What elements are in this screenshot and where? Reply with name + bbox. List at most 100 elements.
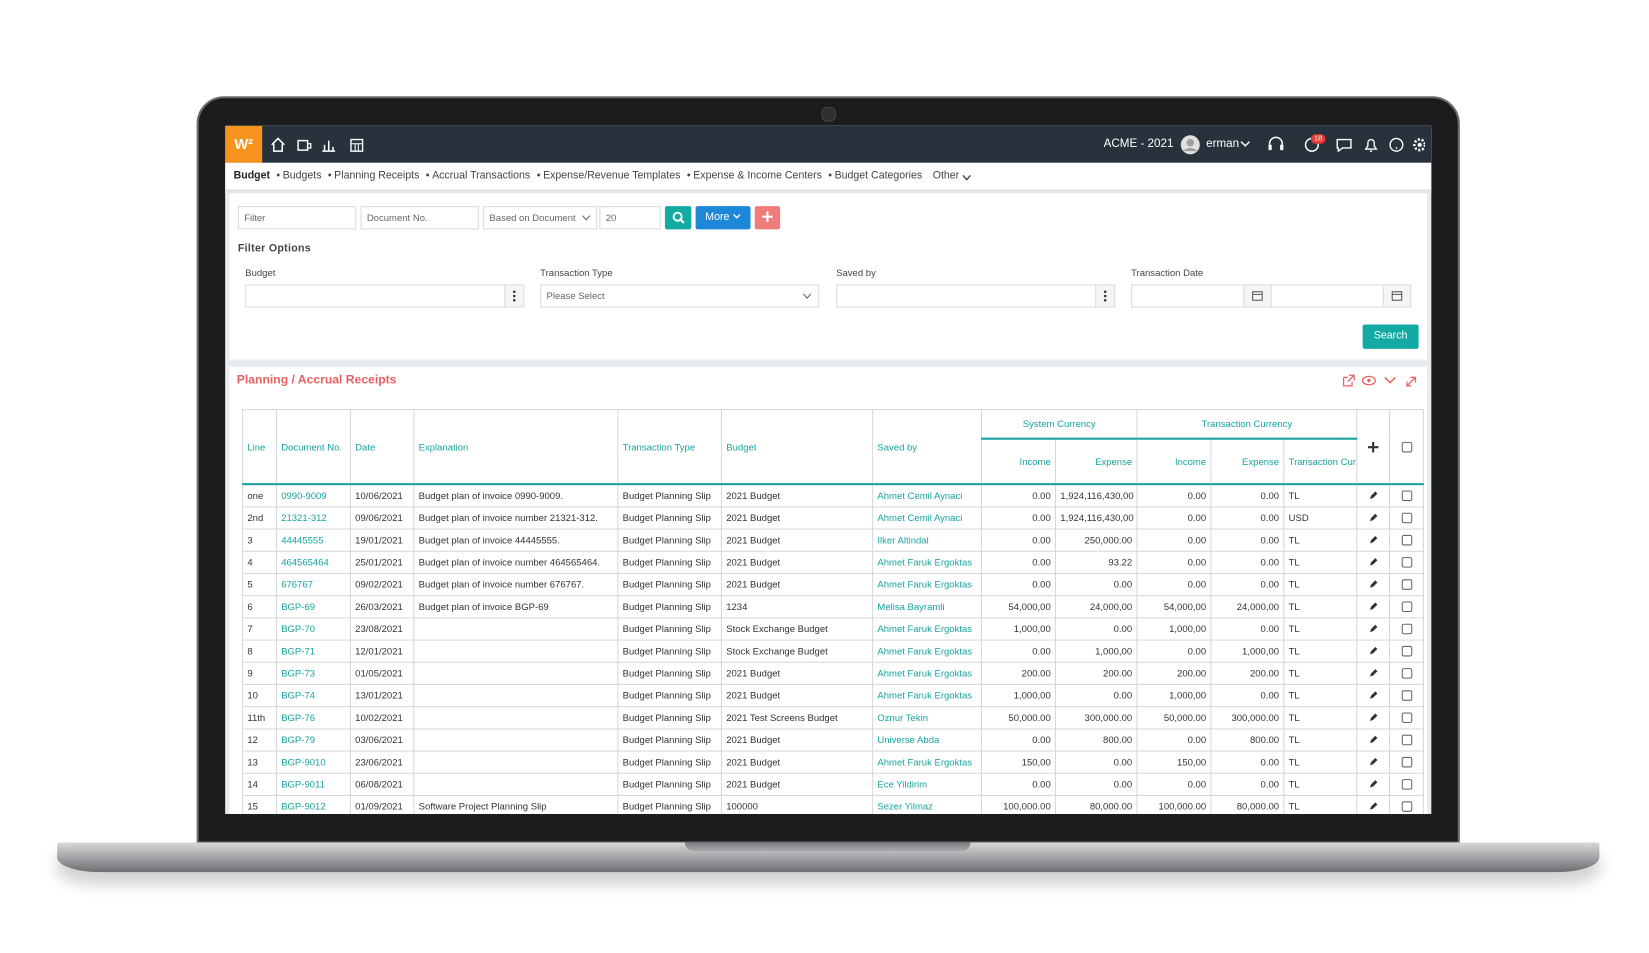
pencil-icon[interactable] [1368,734,1378,744]
pencil-icon[interactable] [1368,601,1378,611]
checkbox[interactable] [1401,757,1412,768]
cell[interactable]: Melisa Bayramli [872,595,983,619]
search-button[interactable]: Search [1362,324,1419,349]
pencil-icon[interactable] [1368,645,1378,655]
company[interactable]: ACME - 2021 [1103,137,1174,151]
pencil-icon[interactable] [1368,623,1378,633]
edit-cell[interactable] [1356,483,1391,508]
cell[interactable]: Ilker Altindal [872,528,983,552]
nav-right-icons[interactable] [1266,135,1425,154]
edit-cell[interactable] [1356,728,1391,752]
add-button[interactable] [754,206,781,230]
cell[interactable]: 21321-312 [275,506,351,530]
cell[interactable]: Universe Abda [872,728,983,752]
edit-cell[interactable] [1356,794,1391,814]
date-to-input[interactable] [1270,284,1412,308]
saved-by-input[interactable] [836,284,1116,308]
edit-cell[interactable] [1356,750,1391,774]
edit-cell[interactable] [1356,617,1391,641]
cell[interactable]: BGP-70 [275,617,351,641]
column-header[interactable]: Transaction Currency [1283,438,1358,486]
edit-cell[interactable] [1356,528,1391,552]
checkbox[interactable] [1401,490,1412,502]
cell[interactable]: BGP-74 [275,683,351,708]
checkbox[interactable] [1401,668,1412,679]
breadcrumb-link[interactable]: Planning Receipts [334,170,420,182]
column-header[interactable]: Expense [1210,438,1285,486]
date-from-input[interactable] [1131,284,1272,308]
checkbox[interactable] [1401,535,1412,546]
cell[interactable]: BGP-9011 [275,772,351,796]
cell[interactable]: Ahmet Faruk Ergoktas [872,683,983,708]
cell[interactable]: BGP-79 [275,728,351,752]
cell[interactable]: BGP-71 [275,639,351,663]
transaction-type-select[interactable]: Please Select [540,284,820,308]
pencil-icon[interactable] [1368,801,1378,811]
checkbox[interactable] [1401,557,1412,568]
edit-cell[interactable] [1356,706,1391,730]
notification-badge[interactable]: 18 [1310,134,1326,144]
nav-icons[interactable] [270,135,376,154]
menu-button[interactable] [1095,285,1115,307]
cell[interactable]: Ahmet Cemil Aynaci [872,506,983,530]
checkbox[interactable] [1401,441,1412,453]
filter-input[interactable]: Filter [237,206,357,230]
checkbox[interactable] [1401,801,1412,813]
cell[interactable]: 464565464 [275,550,351,575]
add-column[interactable] [1356,409,1391,486]
column-header[interactable]: Income [1136,438,1212,486]
edit-cell[interactable] [1356,572,1391,597]
cell[interactable]: Ahmet Faruk Ergoktas [872,750,983,774]
pencil-icon[interactable] [1368,756,1378,766]
cell[interactable]: 44445555 [275,528,351,552]
cell[interactable]: BGP-9012 [275,794,351,814]
page-size-input[interactable]: 20 [599,206,661,230]
more-button[interactable]: More [695,206,751,230]
cell[interactable]: Ahmet Faruk Ergoktas [872,550,983,575]
pencil-icon[interactable] [1368,690,1378,700]
cell[interactable]: Ahmet Faruk Ergoktas [872,617,983,641]
cell[interactable]: Ahmet Faruk Ergoktas [872,572,983,597]
cell[interactable]: Ahmet Faruk Ergoktas [872,639,983,663]
edit-cell[interactable] [1356,595,1391,619]
pencil-icon[interactable] [1368,579,1378,589]
pencil-icon[interactable] [1368,490,1378,500]
cell[interactable]: Ahmet Faruk Ergoktas [872,661,983,686]
calendar-button[interactable] [1382,285,1411,307]
cell[interactable]: BGP-73 [275,661,351,686]
edit-cell[interactable] [1356,550,1391,575]
checkbox[interactable] [1401,601,1412,613]
breadcrumb-more[interactable]: Other [932,170,960,182]
cell[interactable]: Oznur Tekin [872,706,983,730]
column-header[interactable]: Budget [720,409,874,486]
breadcrumb-link[interactable]: Budget [233,170,271,182]
user-name[interactable]: erman [1206,137,1240,151]
avatar[interactable] [1180,134,1201,155]
column-header[interactable]: Expense [1054,438,1138,486]
menu-button[interactable] [504,285,524,307]
checkbox[interactable] [1401,513,1412,524]
pencil-icon[interactable] [1368,668,1378,678]
cell[interactable]: Ece Yildirim [872,772,983,796]
edit-cell[interactable] [1356,772,1391,796]
based-on-select[interactable]: Based on Document [483,206,598,230]
cell[interactable]: Sezer Yilmaz [872,794,983,814]
panel-tools[interactable] [1341,373,1420,388]
pencil-icon[interactable] [1368,557,1378,567]
document-no-input[interactable]: Document No. [360,206,479,230]
breadcrumb-link[interactable]: Expense & Income Centers [693,170,822,182]
budget-input[interactable] [245,284,525,308]
search-icon-button[interactable] [664,206,692,230]
cell[interactable]: Ahmet Cemil Aynaci [872,483,983,508]
column-header[interactable]: Saved by [872,409,983,486]
pencil-icon[interactable] [1368,512,1378,522]
pencil-icon[interactable] [1368,712,1378,722]
breadcrumb-link[interactable]: Budget Categories [834,170,923,182]
edit-cell[interactable] [1356,661,1391,686]
cell[interactable]: 676767 [275,572,351,597]
logo[interactable]: W² [225,125,263,163]
select-all[interactable] [1389,409,1424,486]
checkbox[interactable] [1401,712,1412,724]
checkbox[interactable] [1401,735,1412,746]
column-header[interactable]: Explanation [413,409,619,486]
